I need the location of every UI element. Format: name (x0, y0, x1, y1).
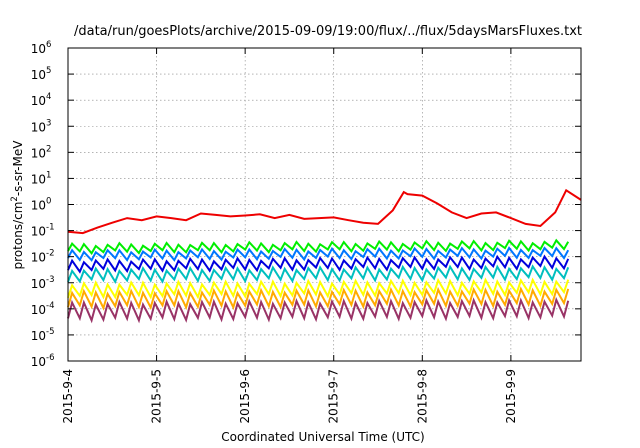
series-line-6 (67, 277, 570, 300)
y-tick-label: 10 (31, 120, 46, 134)
y-tick-base: 10 (31, 251, 46, 265)
y-axis-label-rest: -s-sr-MeV (11, 140, 25, 196)
x-tick-label: 2015-9-9 (504, 369, 518, 423)
y-tick-exponent: -4 (46, 301, 54, 311)
y-tick-label: 10 (31, 94, 46, 108)
y-axis-label-base: protons/cm (11, 202, 25, 270)
chart-title: /data/run/goesPlots/archive/2015-09-09/1… (74, 24, 582, 39)
data-series (67, 188, 582, 324)
y-tick-base: 10 (31, 94, 46, 108)
y-tick-label: 10 (31, 146, 46, 160)
y-tick-base: 10 (31, 146, 46, 160)
y-tick-exponent: 6 (46, 40, 51, 50)
y-tick-label: 10 (31, 251, 46, 265)
series-line-3 (67, 246, 570, 262)
y-tick-label: 10 (31, 68, 46, 82)
x-tick-label: 2015-9-6 (238, 369, 252, 423)
y-tick-exponent: -5 (46, 327, 54, 337)
x-tick-label: 2015-9-5 (150, 369, 164, 423)
series-line-8 (67, 296, 570, 324)
grid-lines (68, 48, 581, 361)
y-tick-base: 10 (31, 68, 46, 82)
y-tick-exponent: 1 (46, 170, 51, 180)
series-line-4 (67, 254, 570, 274)
y-tick-exponent: -6 (46, 353, 54, 363)
y-tick-exponent: 2 (46, 144, 51, 154)
y-tick-label: 10 (31, 303, 46, 317)
y-tick-exponent: 0 (46, 197, 51, 207)
y-tick-label: 10 (31, 172, 46, 186)
y-tick-base: 10 (31, 42, 46, 56)
y-tick-label: 10 (31, 42, 46, 56)
x-tick-label: 2015-9-7 (327, 369, 341, 423)
y-tick-base: 10 (31, 172, 46, 186)
y-tick-exponent: 5 (46, 66, 51, 76)
series-line-1 (67, 188, 582, 235)
series-line-2 (67, 238, 570, 256)
y-tick-label: 10 (31, 329, 46, 343)
y-tick-exponent: -2 (46, 249, 54, 259)
y-tick-label: 10 (31, 199, 46, 213)
y-tick-exponent: 3 (46, 118, 51, 128)
y-tick-base: 10 (31, 225, 46, 239)
series-line-7 (67, 286, 570, 311)
y-tick-base: 10 (31, 277, 46, 291)
y-tick-base: 10 (31, 303, 46, 317)
x-axis-ticks: 2015-9-4 2015-9-5 2015-9-6 2015-9-7 2015-9-8… (61, 48, 518, 423)
y-tick-label: 10 (31, 225, 46, 239)
y-tick-base: 10 (31, 120, 46, 134)
y-tick-label: 10 (31, 277, 46, 291)
y-tick-base: 10 (31, 355, 46, 369)
x-tick-label: 2015-9-4 (61, 369, 75, 423)
y-axis-label-superscript: 2 (10, 196, 20, 201)
y-tick-label: 10 (31, 355, 46, 369)
y-tick-exponent: -1 (46, 223, 54, 233)
x-tick-label: 2015-9-8 (415, 369, 429, 423)
y-tick-base: 10 (31, 199, 46, 213)
y-tick-exponent: 4 (46, 92, 51, 102)
x-axis-label: Coordinated Universal Time (UTC) (221, 430, 424, 444)
y-tick-exponent: -3 (46, 275, 54, 285)
series-line-5 (67, 264, 570, 285)
y-axis-label: protons/cm2-s-sr-MeV (10, 140, 25, 270)
y-tick-base: 10 (31, 329, 46, 343)
y-axis-ticks: 10 -610 -510 -410 -310 -210 -110 010 110 210 310 41… (31, 40, 581, 369)
